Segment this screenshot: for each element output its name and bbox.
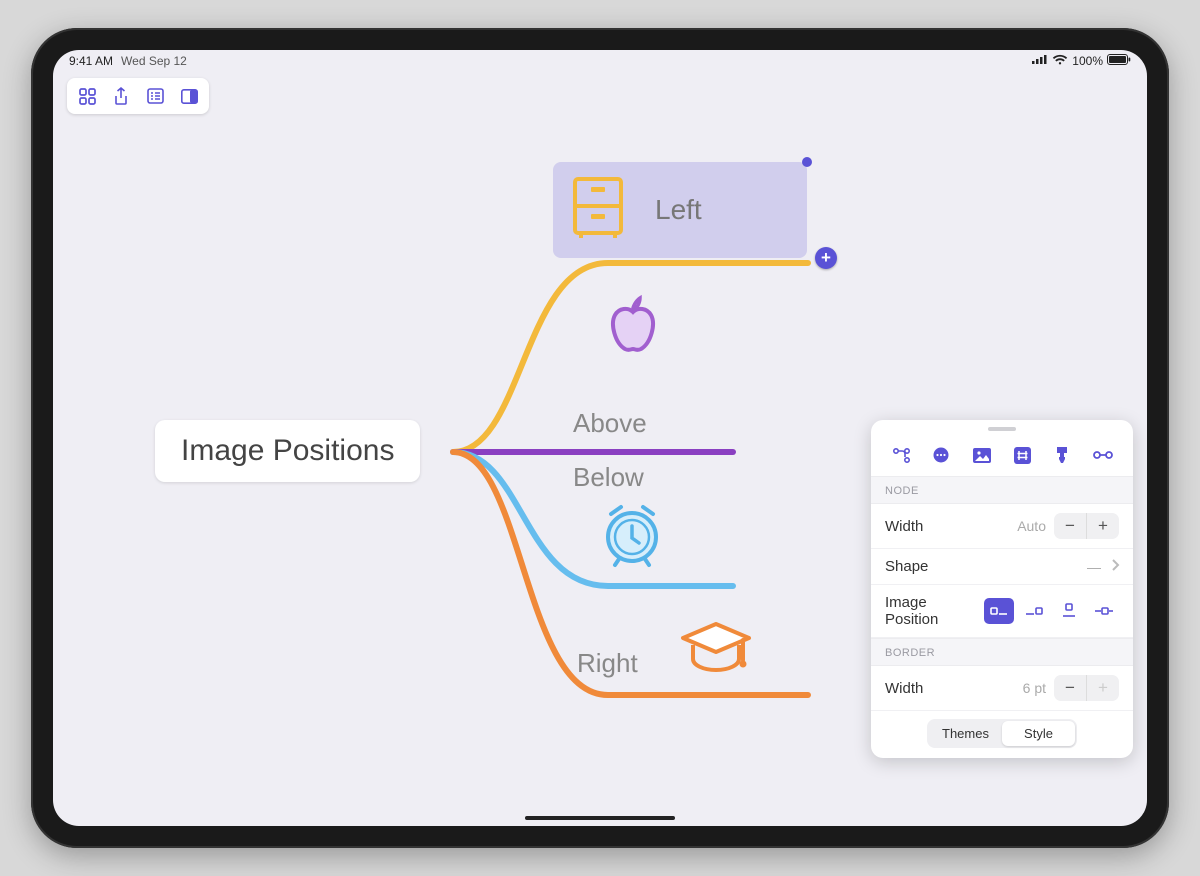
panel-tab-hash[interactable] xyxy=(1010,444,1034,466)
home-indicator[interactable] xyxy=(525,816,675,820)
row-shape[interactable]: Shape — xyxy=(871,549,1133,585)
node-right-label: Right xyxy=(577,648,638,679)
row-node-width: Width Auto − + xyxy=(871,504,1133,549)
node-above-label: Above xyxy=(573,408,647,439)
add-child-button[interactable]: + xyxy=(815,247,837,269)
alarm-clock-icon xyxy=(601,555,663,572)
node-above[interactable] xyxy=(605,294,661,363)
node-below[interactable] xyxy=(601,502,663,573)
border-width-stepper: − + xyxy=(1054,675,1119,701)
panel-drag-handle[interactable] xyxy=(871,420,1133,438)
root-node[interactable]: Image Positions xyxy=(155,420,420,482)
image-position-above[interactable] xyxy=(1054,598,1084,624)
panel-tab-image[interactable] xyxy=(970,444,994,466)
border-width-increase[interactable]: + xyxy=(1087,675,1119,701)
tab-style[interactable]: Style xyxy=(1002,721,1075,746)
section-border-title: BORDER xyxy=(871,638,1133,666)
apple-icon xyxy=(605,345,661,362)
selection-handle[interactable] xyxy=(802,157,812,167)
border-width-value: 6 pt xyxy=(1023,680,1046,696)
border-width-label: Width xyxy=(885,680,1015,697)
node-left[interactable]: Left + xyxy=(553,162,807,258)
row-border-width: Width 6 pt − + xyxy=(871,666,1133,711)
screen: 9:41 AM Wed Sep 12 100% xyxy=(53,50,1147,826)
inspector-panel: NODE Width Auto − + Shape — Image Positi… xyxy=(871,420,1133,758)
node-width-value: Auto xyxy=(1017,518,1046,534)
image-position-label: Image Position xyxy=(885,594,976,628)
image-position-left[interactable] xyxy=(984,598,1014,624)
node-left-label: Left xyxy=(655,194,702,226)
tab-themes[interactable]: Themes xyxy=(929,721,1002,746)
panel-tab-structure[interactable] xyxy=(889,444,913,466)
node-width-decrease[interactable]: − xyxy=(1054,513,1086,539)
node-width-stepper: − + xyxy=(1054,513,1119,539)
section-node-title: NODE xyxy=(871,476,1133,504)
panel-tab-link[interactable] xyxy=(1091,444,1115,466)
border-width-decrease[interactable]: − xyxy=(1054,675,1086,701)
node-width-increase[interactable]: + xyxy=(1087,513,1119,539)
panel-tab-brush[interactable] xyxy=(1050,444,1074,466)
ipad-frame: 9:41 AM Wed Sep 12 100% xyxy=(31,28,1169,848)
image-position-right[interactable] xyxy=(1019,598,1049,624)
panel-tab-more[interactable] xyxy=(929,444,953,466)
node-right[interactable] xyxy=(677,620,755,687)
graduation-cap-icon xyxy=(677,669,755,686)
root-node-label: Image Positions xyxy=(181,434,394,467)
node-width-label: Width xyxy=(885,518,1009,535)
file-cabinet-icon xyxy=(571,176,625,245)
panel-category-tabs xyxy=(871,438,1133,476)
chevron-right-icon xyxy=(1111,558,1119,575)
image-position-below[interactable] xyxy=(1089,598,1119,624)
row-image-position: Image Position xyxy=(871,585,1133,638)
themes-style-segment: Themes Style xyxy=(927,719,1077,748)
shape-label: Shape xyxy=(885,558,1079,575)
node-below-label: Below xyxy=(573,462,644,493)
shape-value: — xyxy=(1087,559,1103,575)
